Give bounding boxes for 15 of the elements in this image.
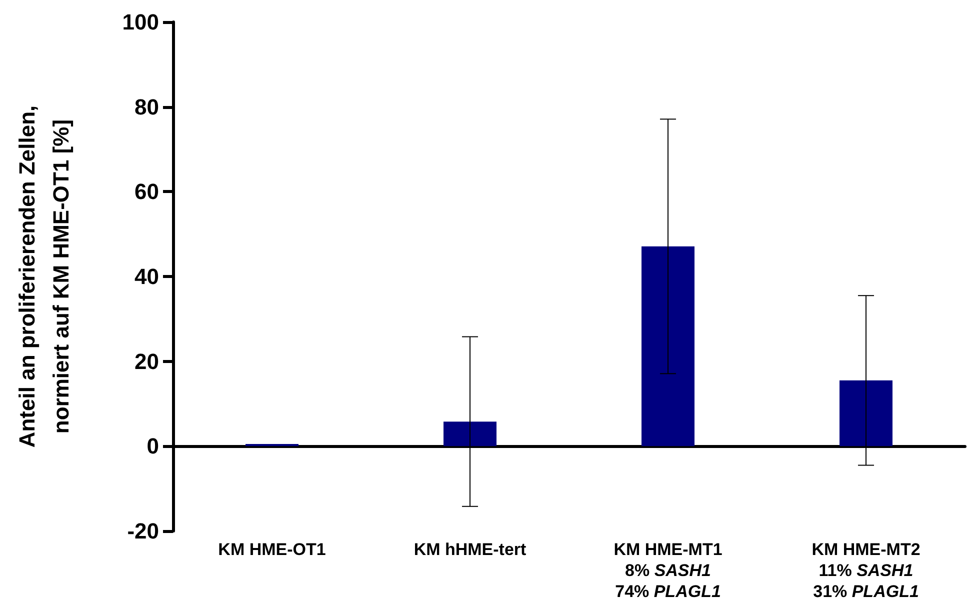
x-tick-label: KM HME-MT1 8% SASH1 74% PLAGL1 bbox=[614, 540, 722, 601]
bar bbox=[840, 380, 892, 446]
x-tick-label: KM HME-MT2 11% SASH1 31% PLAGL1 bbox=[812, 540, 920, 601]
y-tick-label: 40 bbox=[134, 264, 159, 289]
y-tick-label: 100 bbox=[122, 10, 159, 34]
y-tick-label: 60 bbox=[134, 179, 159, 204]
x-tick-label: KM HME-OT1 bbox=[218, 540, 326, 559]
y-tick-label: 20 bbox=[134, 348, 159, 374]
bar bbox=[642, 246, 694, 446]
y-tick-label: 0 bbox=[146, 434, 159, 459]
x-tick-label: KM hHME-tert bbox=[414, 540, 527, 559]
bar bbox=[444, 422, 496, 446]
y-axis-title: Anteil an proliferierenden Zellen, normiert auf KM HME-OT1 [%] bbox=[14, 105, 74, 448]
y-tick-label: 80 bbox=[134, 94, 159, 120]
y-tick-label: -20 bbox=[127, 518, 159, 544]
